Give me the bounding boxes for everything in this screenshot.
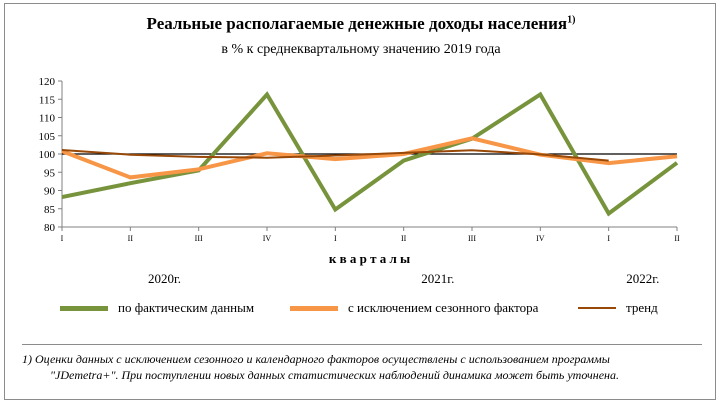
legend-label-seasonal: с исключением сезонного фактора: [348, 300, 539, 315]
x-tick-label: II: [401, 234, 407, 243]
legend-item-actual: по фактическим данным: [60, 300, 254, 316]
legend-swatch-actual: [60, 305, 108, 311]
y-tick-label: 115: [39, 94, 56, 106]
year-label: 2020г.: [148, 271, 181, 286]
chart-title: Реальные располагаемые денежные доходы н…: [0, 14, 722, 34]
footnote-line-1: 1) Оценки данных с исключением сезонного…: [22, 352, 610, 366]
legend-label-trend: тренд: [626, 300, 658, 315]
y-tick-label: 85: [44, 204, 56, 216]
x-tick-label: II: [128, 234, 134, 243]
chart-frame: [4, 3, 716, 400]
y-tick-label: 100: [39, 149, 56, 161]
legend-item-seasonal: с исключением сезонного фактора: [290, 300, 538, 316]
x-tick-label: I: [334, 234, 337, 243]
chart-subtitle: в % к среднеквартальному значению 2019 г…: [221, 42, 501, 57]
series-line-3: [61, 149, 609, 162]
x-tick-label: II: [674, 234, 680, 243]
footnote-divider: [22, 344, 702, 345]
x-tick-label: III: [468, 234, 476, 243]
series-line-1: [61, 91, 679, 217]
x-tick-label: I: [607, 234, 610, 243]
year-label: 2021г.: [421, 271, 454, 286]
x-tick-label: I: [61, 234, 64, 243]
x-tick-label: IV: [263, 234, 272, 243]
y-tick-label: 120: [39, 76, 56, 88]
y-tick-label: 95: [44, 167, 56, 179]
x-tick-label: IV: [536, 234, 545, 243]
y-tick-label: 105: [39, 131, 56, 143]
footnote-line-2: "JDemetra+". При поступлении новых данны…: [50, 368, 619, 382]
x-axis-title: к в а р т а л ы: [329, 251, 410, 266]
legend-label-actual: по фактическим данным: [118, 300, 255, 315]
footnote: 1) Оценки данных с исключением сезонного…: [22, 351, 702, 383]
y-tick-label: 110: [39, 113, 56, 125]
chart-title-text: Реальные располагаемые денежные доходы н…: [146, 14, 568, 33]
year-label: 2022г.: [626, 271, 659, 286]
legend-swatch-seasonal: [290, 305, 338, 311]
x-tick-label: III: [195, 234, 203, 243]
series-line-2: [61, 136, 678, 180]
y-tick-label: 90: [44, 186, 56, 198]
legend-item-trend: тренд: [578, 300, 658, 316]
y-tick-label: 80: [44, 222, 56, 234]
legend-swatch-trend: [578, 307, 616, 309]
title-footnote-mark: 1): [567, 14, 576, 26]
